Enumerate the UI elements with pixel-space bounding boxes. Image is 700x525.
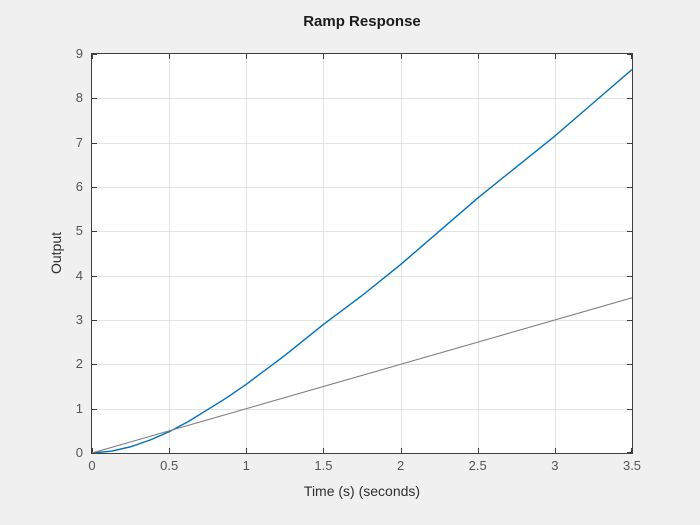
y-tick-label: 5 — [75, 223, 83, 239]
x-tick-label: 0 — [88, 458, 96, 473]
y-tick-label: 6 — [75, 179, 83, 194]
y-axis-label: Output — [48, 231, 64, 275]
x-tick-label: 1 — [242, 458, 250, 473]
y-tick-label: 2 — [75, 356, 83, 372]
y-tick-label: 7 — [75, 134, 83, 150]
y-tick-label: 0 — [75, 445, 83, 460]
y-tick-label: 9 — [75, 46, 83, 61]
y-tick-label: 1 — [75, 400, 83, 416]
chart-title: Ramp Response — [303, 13, 421, 30]
x-tick-label: 2 — [396, 458, 405, 473]
y-tick-label: 3 — [75, 312, 83, 327]
x-tick-label: 3 — [551, 458, 559, 473]
y-tick-label: 4 — [75, 267, 83, 283]
x-tick-label: 1.5 — [314, 458, 333, 473]
x-tick-label: 2.5 — [468, 458, 487, 473]
ramp-input-reference-line — [92, 297, 632, 453]
y-tick-label: 8 — [75, 90, 83, 106]
plot-area[interactable] — [91, 53, 633, 454]
x-tick-label: 0.5 — [160, 458, 179, 473]
x-axis-label: Time (s) (seconds) — [303, 483, 421, 499]
ramp-response-curve — [92, 68, 632, 453]
x-tick-label: 3.5 — [622, 458, 642, 473]
plot-canvas — [92, 54, 632, 453]
